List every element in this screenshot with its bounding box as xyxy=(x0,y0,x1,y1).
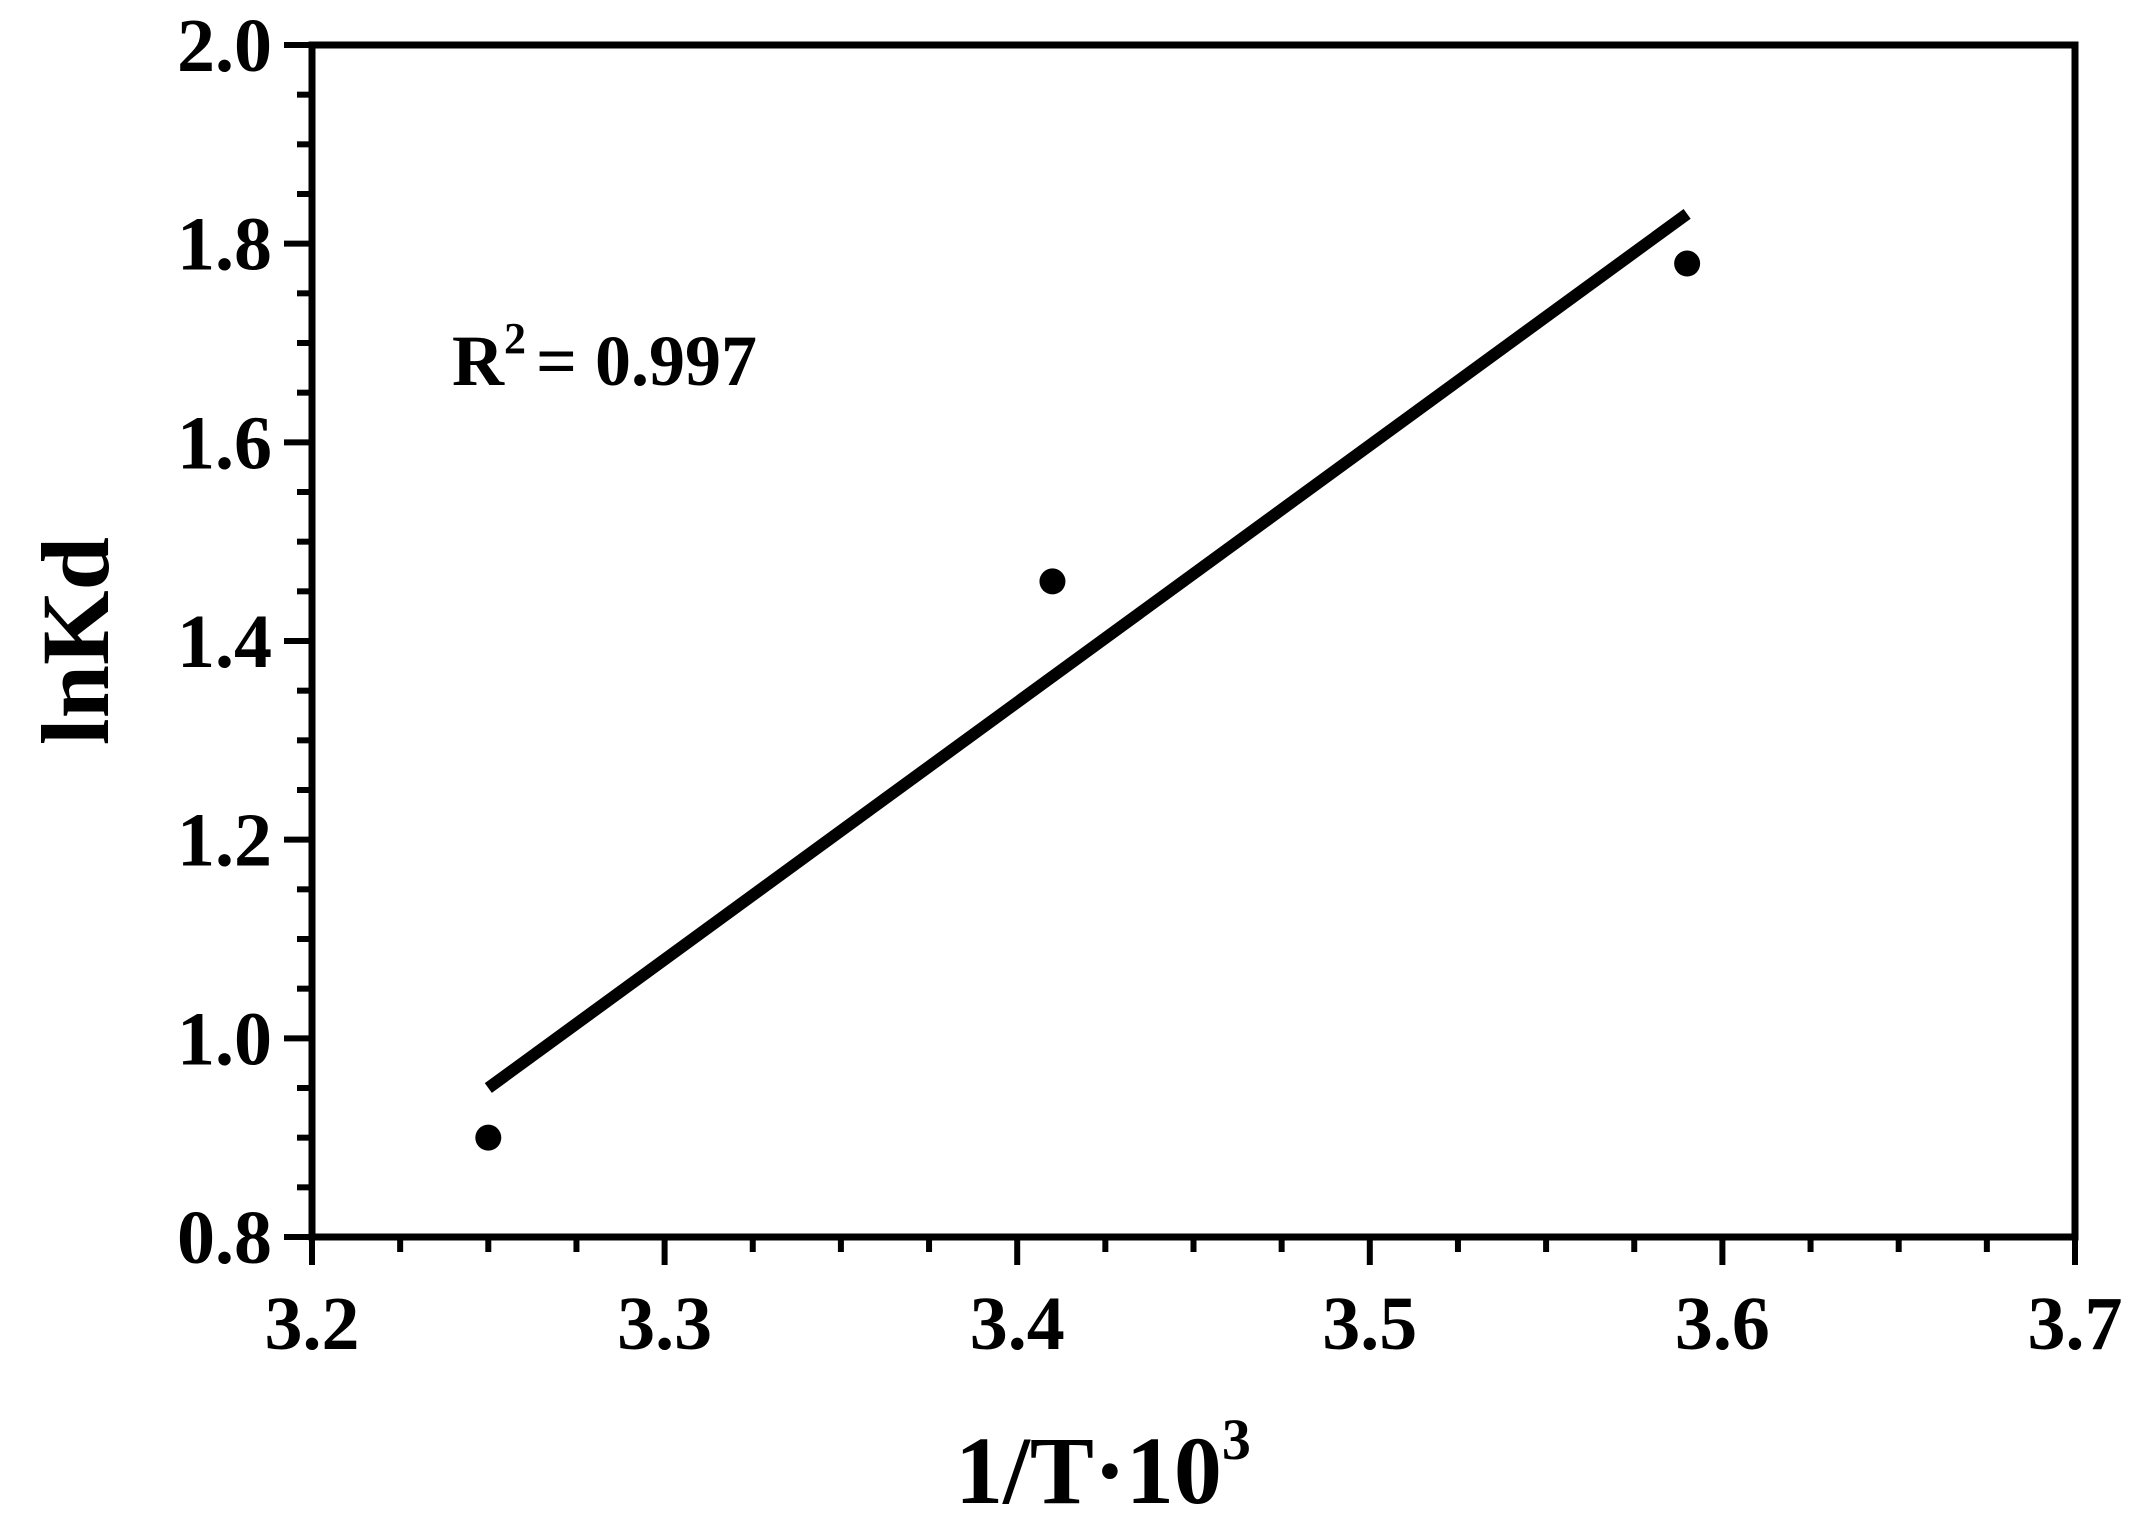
y-tick-label: 1.6 xyxy=(177,401,272,485)
r-squared-value: = 0.997 xyxy=(536,321,757,401)
x-tick-label: 3.2 xyxy=(265,1282,360,1366)
data-point xyxy=(1674,250,1701,277)
r-squared-annotation: R2 = 0.997 xyxy=(452,314,757,401)
x-tick-label: 3.4 xyxy=(970,1282,1065,1366)
data-point xyxy=(1039,568,1066,595)
y-tick-label: 0.8 xyxy=(177,1196,272,1280)
fit-line xyxy=(484,209,1691,1093)
y-tick-label: 2.0 xyxy=(177,4,272,88)
fit-line-group xyxy=(484,209,1691,1093)
x-axis-label-base: 1/T·10 xyxy=(955,1417,1222,1524)
data-point xyxy=(475,1124,502,1151)
r-squared-base: R xyxy=(452,321,505,401)
y-axis-label: lnKd xyxy=(22,537,129,745)
x-axis-label: 1/T·103 xyxy=(955,1407,1251,1524)
y-tick-label: 1.2 xyxy=(177,799,272,883)
y-tick-label: 1.0 xyxy=(177,997,272,1081)
x-tick-labels: 3.2 3.3 3.4 3.5 3.6 3.7 xyxy=(265,1282,2123,1366)
x-tick-label: 3.6 xyxy=(1675,1282,1770,1366)
x-axis-label-sup: 3 xyxy=(1222,1407,1251,1472)
y-tick-labels: 0.8 1.0 1.2 1.4 1.6 1.8 2.0 xyxy=(177,4,272,1280)
y-tick-label: 1.8 xyxy=(177,203,272,287)
data-points xyxy=(475,250,1701,1151)
y-tick-label: 1.4 xyxy=(177,600,272,684)
r-squared-sup: 2 xyxy=(504,314,526,363)
axis-ticks xyxy=(284,42,2078,1265)
plot-frame xyxy=(308,41,2079,1241)
x-tick-label: 3.5 xyxy=(1322,1282,1417,1366)
x-tick-label: 3.3 xyxy=(617,1282,712,1366)
x-tick-label: 3.7 xyxy=(2028,1282,2123,1366)
